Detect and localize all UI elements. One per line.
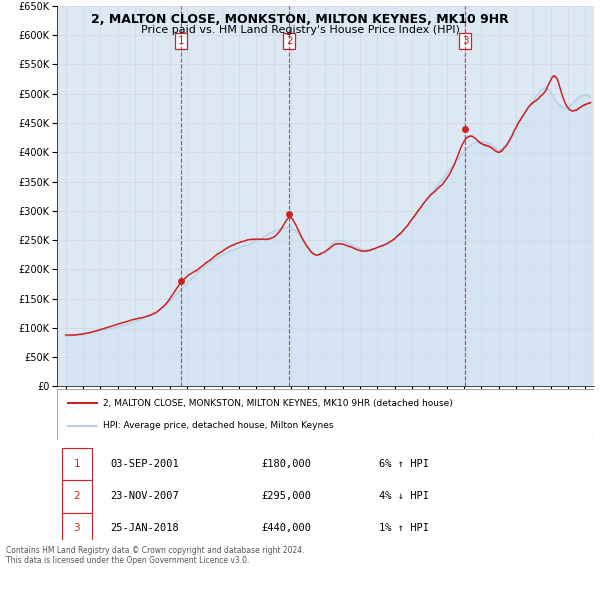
Text: 1: 1	[178, 36, 185, 46]
Text: 4% ↓ HPI: 4% ↓ HPI	[379, 491, 429, 501]
Text: Price paid vs. HM Land Registry's House Price Index (HPI): Price paid vs. HM Land Registry's House …	[140, 25, 460, 35]
Text: 3: 3	[462, 36, 469, 46]
Text: 6% ↑ HPI: 6% ↑ HPI	[379, 459, 429, 469]
Text: £180,000: £180,000	[261, 459, 311, 469]
Text: £440,000: £440,000	[261, 523, 311, 533]
FancyBboxPatch shape	[57, 389, 594, 440]
Text: Contains HM Land Registry data © Crown copyright and database right 2024.
This d: Contains HM Land Registry data © Crown c…	[6, 546, 305, 565]
Text: 2, MALTON CLOSE, MONKSTON, MILTON KEYNES, MK10 9HR: 2, MALTON CLOSE, MONKSTON, MILTON KEYNES…	[91, 13, 509, 26]
Text: 03-SEP-2001: 03-SEP-2001	[111, 459, 179, 469]
Text: HPI: Average price, detached house, Milton Keynes: HPI: Average price, detached house, Milt…	[103, 421, 333, 430]
Text: 1: 1	[74, 459, 80, 469]
FancyBboxPatch shape	[62, 513, 92, 545]
Text: 2: 2	[286, 36, 292, 46]
Text: 25-JAN-2018: 25-JAN-2018	[111, 523, 179, 533]
Text: 23-NOV-2007: 23-NOV-2007	[111, 491, 179, 501]
Text: 2, MALTON CLOSE, MONKSTON, MILTON KEYNES, MK10 9HR (detached house): 2, MALTON CLOSE, MONKSTON, MILTON KEYNES…	[103, 399, 452, 408]
Text: 3: 3	[74, 523, 80, 533]
FancyBboxPatch shape	[62, 448, 92, 480]
FancyBboxPatch shape	[62, 480, 92, 513]
Text: 2: 2	[74, 491, 80, 501]
Text: £295,000: £295,000	[261, 491, 311, 501]
Text: 1% ↑ HPI: 1% ↑ HPI	[379, 523, 429, 533]
